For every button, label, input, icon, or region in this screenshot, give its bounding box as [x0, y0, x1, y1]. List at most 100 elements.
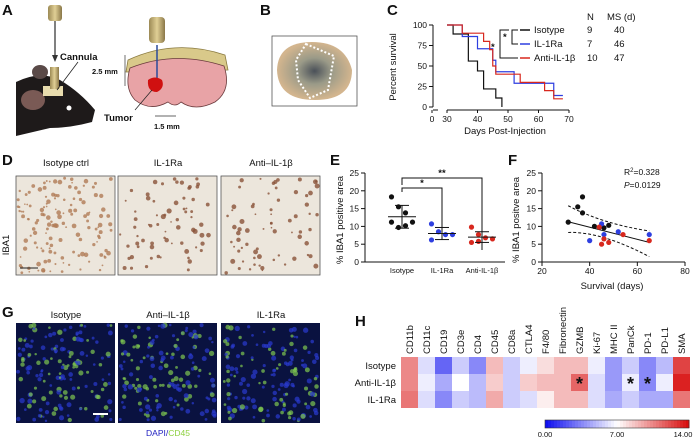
iba1-cell	[239, 178, 244, 183]
h-colorbar-segment	[548, 420, 552, 428]
c-x-axis-title: Days Post-Injection	[464, 126, 546, 137]
iba1-cell	[163, 236, 166, 240]
h-heatmap-cell	[401, 357, 418, 374]
cd45-cell	[168, 323, 172, 327]
iba1-cell	[149, 244, 155, 250]
iba1-cell	[106, 214, 111, 218]
cd45-cell	[21, 347, 26, 352]
cd45-cell	[262, 380, 267, 385]
h-colorbar-segment	[560, 420, 564, 428]
panel-a: A Cannula 2.5 mm 1.5 mm Tumor	[2, 2, 229, 136]
h-heatmap-cell	[605, 391, 622, 408]
h-colorbar-segment	[575, 420, 579, 428]
iba1-cell	[308, 190, 313, 196]
iba1-cell	[47, 258, 52, 263]
d-panel-title: Isotype ctrl	[43, 158, 89, 169]
iba1-cell	[261, 269, 264, 272]
cd45-cell	[287, 361, 293, 366]
c-x-tick-label: 60	[534, 114, 544, 124]
g-caption: DAPI/CD45	[146, 428, 190, 438]
cd45-cell	[300, 413, 306, 419]
cd45-cell	[145, 413, 150, 418]
iba1-cell	[63, 176, 67, 180]
cd45-cell	[252, 404, 257, 410]
h-heatmap-cell	[503, 391, 520, 408]
cd45-cell	[108, 409, 112, 413]
f-data-point	[601, 225, 607, 231]
cd45-cell	[310, 401, 316, 407]
iba1-cell	[61, 221, 66, 226]
cd45-cell	[107, 381, 112, 386]
iba1-cell	[43, 259, 48, 264]
e-y-tick-label: 10	[350, 221, 360, 231]
cd45-cell	[148, 408, 153, 412]
f-ci-upper	[567, 205, 650, 232]
h-heatmap-cell	[656, 374, 673, 391]
f-x-tick-label: 80	[680, 266, 690, 276]
cd45-cell	[300, 363, 304, 367]
iba1-cell	[315, 212, 319, 217]
cd45-cell	[62, 390, 68, 395]
tumor-outline	[294, 42, 336, 100]
cd45-cell	[315, 355, 320, 360]
iba1-cell	[272, 229, 277, 234]
h-heatmap-cell	[537, 357, 554, 374]
h-heatmap-cell	[435, 391, 452, 408]
e-data-point	[402, 223, 409, 229]
cd45-cell	[197, 374, 201, 378]
cd45-cell	[50, 357, 53, 360]
cd45-cell	[199, 411, 205, 417]
cd45-cell	[146, 418, 150, 422]
f-y-tick-label: 0	[531, 257, 536, 267]
f-p-value: =0.0129	[630, 180, 661, 190]
cd45-cell	[158, 383, 162, 387]
cd45-cell	[28, 392, 33, 397]
iba1-cell	[136, 234, 139, 238]
cd45-cell	[303, 386, 309, 391]
c-survival-curve-2	[447, 24, 563, 100]
e-data-point	[468, 224, 475, 230]
c-legend-header-ms: MS (d)	[607, 12, 636, 23]
c-sig-inner: *	[503, 32, 507, 43]
h-colorbar-segment	[572, 420, 576, 428]
iba1-cell	[245, 242, 249, 247]
panel-label-a: A	[2, 2, 13, 19]
cd45-cell	[40, 370, 43, 373]
cd45-cell	[208, 372, 212, 375]
cd45-cell	[242, 341, 248, 346]
h-heatmap-cell	[469, 357, 486, 374]
cd45-cell	[148, 375, 153, 379]
cd45-cell	[135, 344, 140, 349]
iba1-cell	[50, 220, 53, 223]
cd45-cell	[306, 378, 312, 384]
iba1-cell	[253, 256, 256, 260]
cd45-cell	[47, 372, 51, 376]
iba1-cell	[129, 255, 135, 260]
c-x-tick-label: 0	[430, 114, 435, 124]
cd45-cell	[25, 366, 31, 371]
cd45-cell	[129, 372, 134, 377]
tumor-pointer	[134, 89, 153, 111]
iba1-cell	[18, 209, 21, 213]
iba1-cell	[231, 204, 237, 210]
iba1-cell	[106, 250, 111, 256]
cd45-cell	[168, 396, 173, 402]
h-heatmap-cell	[605, 357, 622, 374]
h-colorbar-segment	[545, 420, 549, 428]
iba1-cell	[31, 227, 36, 231]
cd45-cell	[223, 403, 227, 406]
cd45-cell	[42, 415, 45, 419]
iba1-cell	[254, 213, 257, 216]
e-y-tick-label: 0	[354, 257, 359, 267]
iba1-cell	[68, 208, 73, 213]
iba1-cell	[18, 189, 21, 193]
c-sig-bracket-inner	[511, 29, 518, 45]
iba1-cell	[187, 259, 192, 264]
f-y-tick-label: 25	[527, 168, 537, 178]
cd45-cell	[77, 386, 81, 390]
cd45-cell	[304, 402, 308, 406]
cd45-cell	[312, 359, 317, 365]
iba1-cell	[78, 237, 83, 242]
cd45-cell	[261, 385, 265, 389]
cd45-cell	[19, 397, 25, 404]
